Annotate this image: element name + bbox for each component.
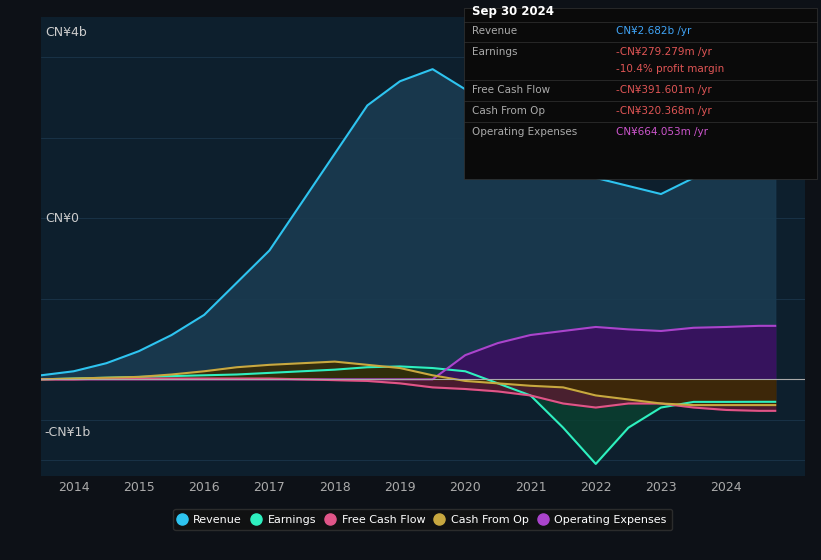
Text: Cash From Op: Cash From Op: [472, 106, 545, 116]
Text: -CN¥391.601m /yr: -CN¥391.601m /yr: [616, 85, 712, 95]
Text: Sep 30 2024: Sep 30 2024: [472, 5, 554, 18]
Text: Revenue: Revenue: [472, 26, 517, 36]
Text: CN¥664.053m /yr: CN¥664.053m /yr: [616, 127, 708, 137]
Text: Operating Expenses: Operating Expenses: [472, 127, 577, 137]
Text: CN¥4b: CN¥4b: [45, 26, 87, 39]
Text: -CN¥279.279m /yr: -CN¥279.279m /yr: [616, 47, 712, 57]
Text: Free Cash Flow: Free Cash Flow: [472, 85, 550, 95]
Text: CN¥0: CN¥0: [45, 212, 79, 225]
Text: -10.4% profit margin: -10.4% profit margin: [616, 64, 724, 74]
Text: Earnings: Earnings: [472, 47, 517, 57]
Text: CN¥2.682b /yr: CN¥2.682b /yr: [616, 26, 691, 36]
Text: -CN¥320.368m /yr: -CN¥320.368m /yr: [616, 106, 712, 116]
Legend: Revenue, Earnings, Free Cash Flow, Cash From Op, Operating Expenses: Revenue, Earnings, Free Cash Flow, Cash …: [173, 509, 672, 530]
Text: -CN¥1b: -CN¥1b: [45, 426, 91, 439]
